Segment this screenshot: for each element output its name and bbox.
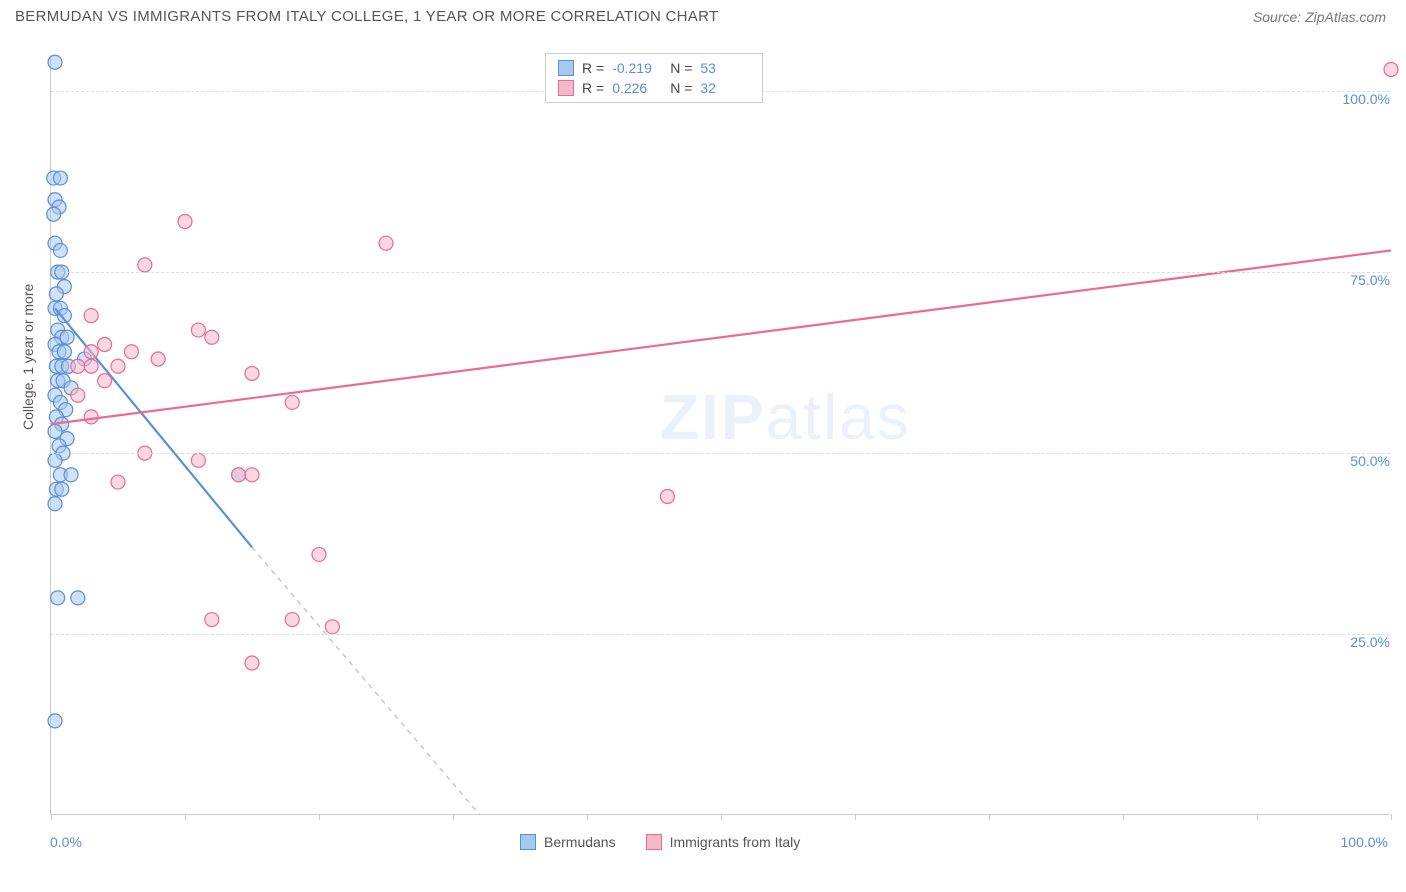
data-point [124,345,138,359]
trend-line [55,308,252,547]
data-point [57,345,71,359]
y-tick-label: 100.0% [1343,91,1390,107]
trend-line-extrapolated [252,547,480,815]
chart-header: BERMUDAN VS IMMIGRANTS FROM ITALY COLLEG… [0,0,1406,33]
x-tick [185,814,186,820]
data-point [71,388,85,402]
legend-swatch [558,60,574,76]
data-point [48,453,62,467]
data-point [84,309,98,323]
data-point [51,591,65,605]
x-tick [721,814,722,820]
legend-stat-row: R = -0.219 N = 53 [558,58,750,78]
data-point [1384,62,1398,76]
data-point [55,482,69,496]
n-value: 53 [700,60,750,76]
data-point [111,359,125,373]
scatter-svg [51,55,1390,814]
x-tick [587,814,588,820]
legend-swatch [646,834,662,850]
legend-label: Bermudans [544,834,616,850]
gridline [51,634,1390,635]
data-point [205,330,219,344]
legend-stats-box: R = -0.219 N = 53 R = 0.226 N = 32 [545,53,763,103]
x-tick [51,814,52,820]
data-point [379,236,393,250]
legend-item: Bermudans [520,834,616,850]
data-point [660,490,674,504]
data-point [138,258,152,272]
chart-source: Source: ZipAtlas.com [1253,9,1386,25]
data-point [285,395,299,409]
data-point [98,374,112,388]
data-point [312,547,326,561]
data-point [84,359,98,373]
data-point [84,410,98,424]
data-point [232,468,246,482]
r-label: R = [582,80,604,96]
x-tick [319,814,320,820]
data-point [191,323,205,337]
legend-series: Bermudans Immigrants from Italy [520,834,800,850]
data-point [205,613,219,627]
x-tick [1391,814,1392,820]
y-axis-label: College, 1 year or more [20,284,36,430]
legend-item: Immigrants from Italy [646,834,801,850]
x-axis-min-label: 0.0% [50,834,82,850]
y-tick-label: 25.0% [1350,634,1390,650]
data-point [84,345,98,359]
data-point [64,468,78,482]
data-point [191,453,205,467]
data-point [53,171,67,185]
data-point [325,620,339,634]
n-label: N = [670,80,692,96]
legend-label: Immigrants from Italy [670,834,801,850]
data-point [285,613,299,627]
n-value: 32 [700,80,750,96]
n-label: N = [670,60,692,76]
data-point [48,714,62,728]
data-point [245,656,259,670]
data-point [47,207,61,221]
r-value: -0.219 [612,60,662,76]
x-tick [855,814,856,820]
x-axis-max-label: 100.0% [1341,834,1388,850]
gridline [51,453,1390,454]
data-point [71,591,85,605]
x-tick [1257,814,1258,820]
data-point [53,243,67,257]
legend-swatch [558,80,574,96]
data-point [98,338,112,352]
y-tick-label: 50.0% [1350,453,1390,469]
data-point [49,287,63,301]
data-point [71,359,85,373]
y-tick-label: 75.0% [1350,272,1390,288]
data-point [178,214,192,228]
r-label: R = [582,60,604,76]
chart-plot-area [50,55,1390,815]
x-tick [453,814,454,820]
legend-stat-row: R = 0.226 N = 32 [558,78,750,98]
data-point [48,497,62,511]
data-point [48,55,62,69]
gridline [51,272,1390,273]
data-point [151,352,165,366]
chart-title: BERMUDAN VS IMMIGRANTS FROM ITALY COLLEG… [15,8,718,25]
trend-line [51,250,1391,424]
data-point [245,366,259,380]
x-tick [989,814,990,820]
legend-swatch [520,834,536,850]
data-point [245,468,259,482]
r-value: 0.226 [612,80,662,96]
data-point [111,475,125,489]
x-tick [1123,814,1124,820]
